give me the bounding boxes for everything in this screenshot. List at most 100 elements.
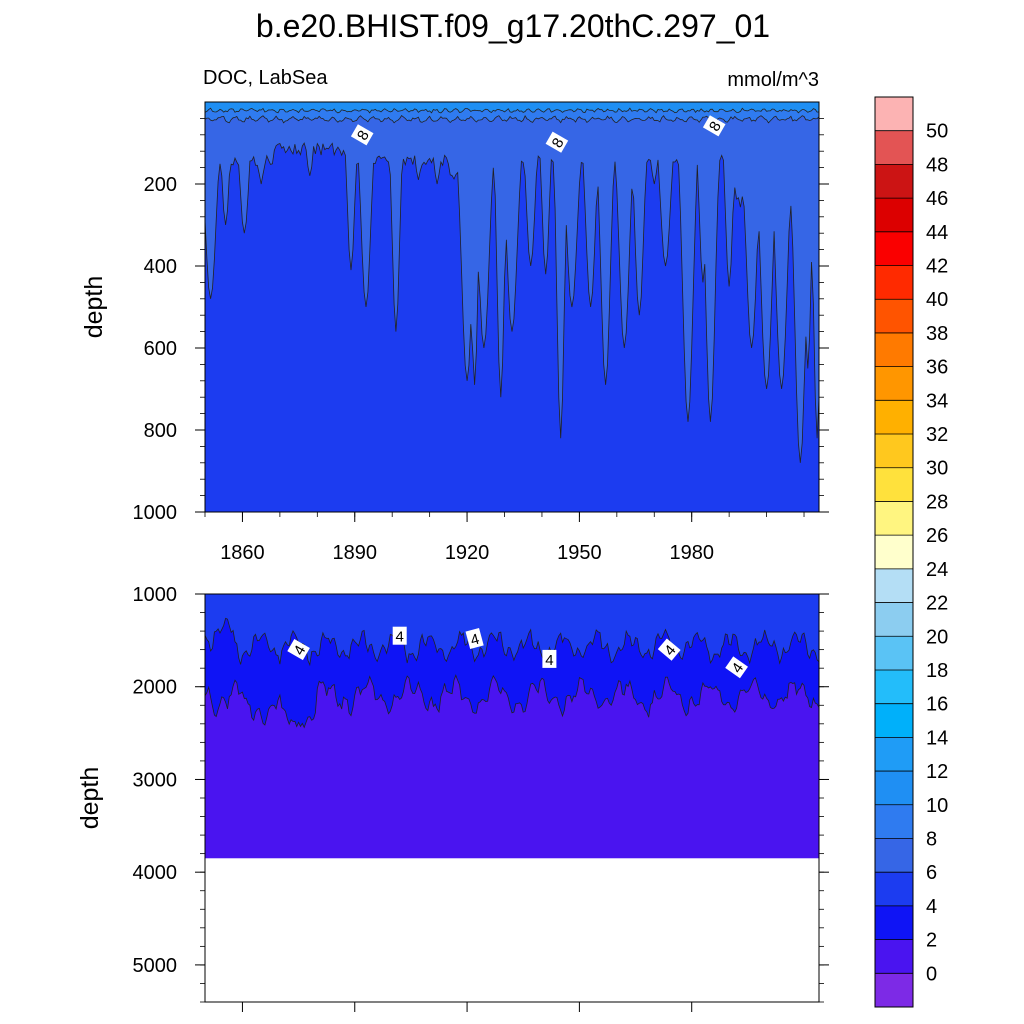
colorbar-label: 20 xyxy=(926,626,948,648)
contour-label-bg xyxy=(725,656,748,679)
colorbar-swatch xyxy=(875,198,913,233)
colorbar-label: 12 xyxy=(926,761,948,783)
colorbar-label: 18 xyxy=(926,660,948,682)
colorbar-label: 22 xyxy=(926,593,948,615)
colorbar-label: 38 xyxy=(926,323,948,345)
top-x-tick-label: 1950 xyxy=(557,542,602,564)
colorbar-swatch xyxy=(875,669,913,705)
colorbar-label: 0 xyxy=(926,963,937,985)
colorbar-label: 2 xyxy=(926,930,937,952)
contour-label-text: 4 xyxy=(396,629,404,646)
top-band-10-12 xyxy=(205,102,819,114)
colorbar-label: 10 xyxy=(926,795,948,817)
contour-label-bg xyxy=(350,124,374,146)
colorbar-swatch xyxy=(875,332,913,368)
top-x-tick-label: 1860 xyxy=(220,542,265,564)
colorbar-swatch xyxy=(875,568,913,603)
colorbar-label: 26 xyxy=(926,525,948,547)
colorbar-swatch xyxy=(875,434,913,469)
contour-label-bg xyxy=(287,639,310,661)
top-y-tick-label: 1000 xyxy=(133,502,178,524)
colorbar-swatch xyxy=(875,265,913,300)
colorbar-label: 8 xyxy=(926,828,937,850)
colorbar-label: 40 xyxy=(926,289,948,311)
top-contour-label: 8 xyxy=(350,124,374,146)
colorbar-swatch xyxy=(875,130,913,165)
colorbar-swatch xyxy=(875,400,913,435)
colorbar-label: 44 xyxy=(926,222,948,244)
colorbar-label: 30 xyxy=(926,458,948,480)
colorbar-swatch xyxy=(875,804,913,839)
colorbar-swatch xyxy=(875,636,913,671)
colorbar-label: 42 xyxy=(926,256,948,278)
colorbar-swatch xyxy=(875,838,913,873)
top-band-6-8 xyxy=(205,102,819,463)
colorbar-label: 16 xyxy=(926,694,948,716)
bottom-y-axis-label: depth xyxy=(76,767,104,830)
colorbar-swatch xyxy=(875,366,913,401)
colorbar-swatch xyxy=(875,771,913,806)
colorbar-label: 24 xyxy=(926,559,948,581)
colorbar-swatch xyxy=(875,872,913,907)
left-subtitle: DOC, LabSea xyxy=(203,67,328,89)
colorbar-label: 32 xyxy=(926,424,948,446)
colorbar-swatch xyxy=(875,164,913,199)
bottom-y-tick-label: 1000 xyxy=(133,584,178,606)
colorbar-swatch xyxy=(875,231,913,266)
bottom-panel: 1000 2000 3000 4000 5000 depth 4 4 4 4 4 4 xyxy=(76,584,829,1012)
bottom-contour-label: 4 xyxy=(542,649,557,669)
colorbar-swatch xyxy=(875,973,913,1008)
bottom-contour-label: 4 xyxy=(725,656,748,679)
colorbar-frame xyxy=(874,96,914,1008)
colorbar-swatch xyxy=(875,535,913,570)
colorbar-label: 48 xyxy=(926,154,948,176)
top-plot-frame xyxy=(204,101,820,513)
colorbar-swatch xyxy=(875,905,913,940)
colorbar-swatch xyxy=(875,602,913,637)
contour-label-bg xyxy=(465,627,484,650)
colorbar-swatch xyxy=(875,97,913,132)
contour-label-bg xyxy=(542,649,557,668)
colorbar-label: 50 xyxy=(926,121,948,143)
bottom-contour-label: 4 xyxy=(287,639,310,661)
contour-label-bg xyxy=(702,115,726,137)
colorbar-swatch xyxy=(875,501,913,536)
top-y-tick-label: 800 xyxy=(144,420,177,442)
bottom-contour-label: 4 xyxy=(392,626,407,646)
colorbar-label: 4 xyxy=(926,896,937,918)
bottom-y-tick-label: 5000 xyxy=(133,955,178,977)
contour-label-bg xyxy=(657,638,681,661)
bottom-contour-label: 4 xyxy=(657,638,681,661)
top-panel: 1860 1890 1920 1950 1980 200 400 600 800 1000 dep… xyxy=(80,101,829,564)
top-y-axis-label: depth xyxy=(80,276,108,339)
top-x-tick-label: 1920 xyxy=(445,542,490,564)
bottom-y-tick-label: 3000 xyxy=(133,769,178,791)
top-y-tick-label: 400 xyxy=(144,256,177,278)
colorbar-label: 34 xyxy=(926,390,948,412)
top-y-tick-label: 600 xyxy=(144,338,177,360)
top-y-tick-label: 200 xyxy=(144,174,177,196)
colorbar-swatch xyxy=(875,299,913,334)
colorbar-label: 14 xyxy=(926,727,948,749)
contour-label-text: 4 xyxy=(545,652,553,669)
colorbar-swatch xyxy=(875,467,913,502)
bottom-y-tick-label: 4000 xyxy=(133,862,178,884)
contour-label-bg xyxy=(392,626,407,645)
chart-title: b.e20.BHIST.f09_g17.20thC.297_01 xyxy=(256,8,770,44)
top-x-tick-label: 1980 xyxy=(669,542,714,564)
colorbar: 5048464442403836343230282624222018161412… xyxy=(874,96,948,1008)
bottom-contour-label: 4 xyxy=(465,627,484,650)
colorbar-swatch xyxy=(875,939,913,974)
top-contour-label: 8 xyxy=(545,131,569,153)
right-subtitle: mmol/m^3 xyxy=(727,69,819,91)
top-contour-label: 8 xyxy=(702,115,726,137)
colorbar-swatch xyxy=(875,703,913,738)
top-x-tick-label: 1890 xyxy=(333,542,378,564)
colorbar-label: 6 xyxy=(926,862,937,884)
contour-label-bg xyxy=(545,131,569,153)
colorbar-label: 36 xyxy=(926,357,948,379)
colorbar-swatch xyxy=(875,737,913,772)
bottom-y-tick-label: 2000 xyxy=(133,677,178,699)
colorbar-label: 28 xyxy=(926,491,948,513)
